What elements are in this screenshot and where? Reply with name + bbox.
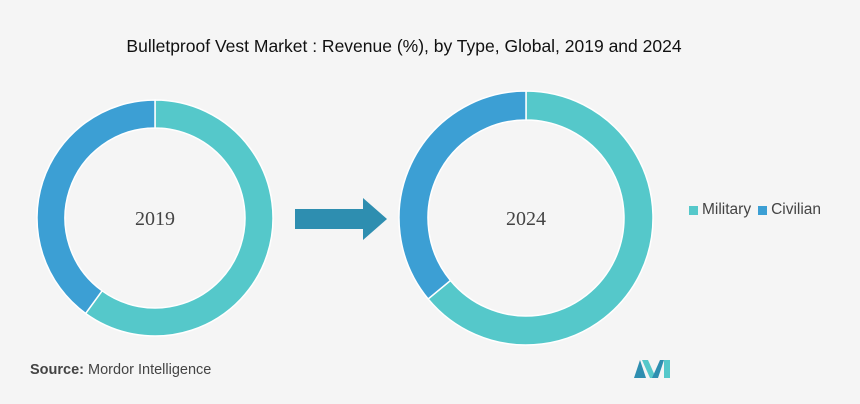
- donut-2019: [36, 99, 274, 337]
- legend-label-military: Military: [702, 201, 752, 218]
- legend: Military Civilian: [689, 201, 828, 219]
- legend-item-civilian: Civilian: [758, 201, 821, 219]
- slice-2019-civilian: [36, 99, 156, 315]
- legend-label-civilian: Civilian: [771, 201, 822, 218]
- donut-2024-center-label: 2024: [506, 208, 546, 230]
- chart-title: Bulletproof Vest Market : Revenue (%), b…: [126, 36, 682, 56]
- source-text: Mordor Intelligence: [88, 362, 212, 378]
- donut-2024: [398, 90, 654, 346]
- source-label: Source:: [30, 362, 84, 378]
- legend-swatch-military: [689, 205, 698, 215]
- source-note: Source: Mordor Intelligence: [30, 362, 211, 378]
- slice-2024-military: [427, 90, 654, 346]
- legend-swatch-civilian: [758, 205, 768, 215]
- donut-2019-center-label: 2019: [135, 208, 175, 230]
- mordor-intelligence-logo-icon: [634, 360, 670, 378]
- arrow-icon: [295, 198, 387, 240]
- legend-item-military: Military: [689, 201, 751, 219]
- slice-2024-civilian: [398, 90, 527, 301]
- slice-2019-military: [84, 99, 274, 337]
